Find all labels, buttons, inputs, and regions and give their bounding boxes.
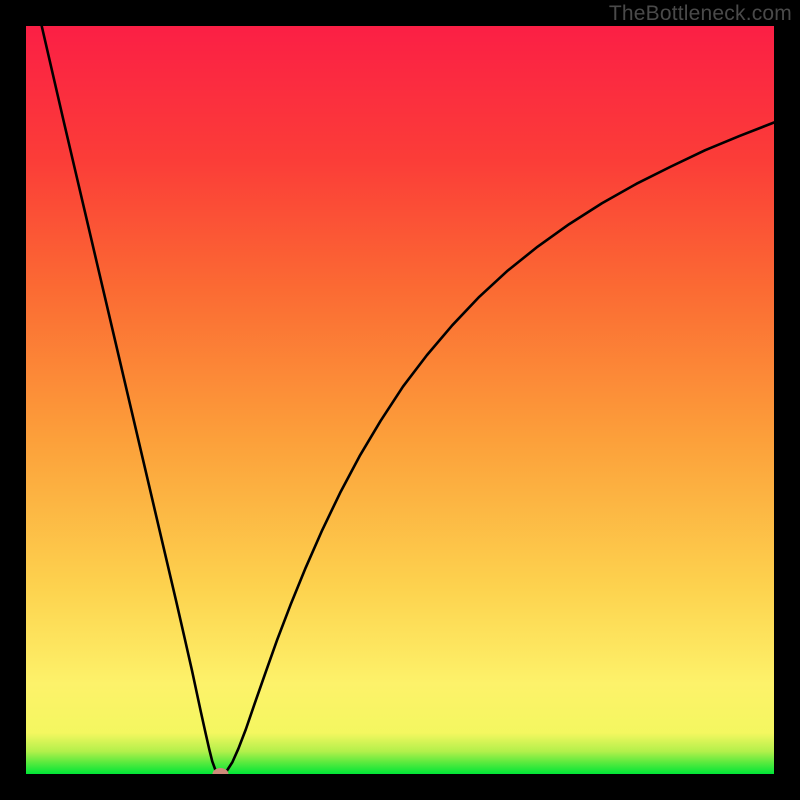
gradient-fill <box>26 26 774 774</box>
frame-border-bottom <box>0 774 800 800</box>
chart-frame: TheBottleneck.com <box>0 0 800 800</box>
watermark-text: TheBottleneck.com <box>609 2 792 26</box>
bottleneck-chart <box>0 0 800 800</box>
frame-border-right <box>774 0 800 800</box>
frame-border-left <box>0 0 26 800</box>
